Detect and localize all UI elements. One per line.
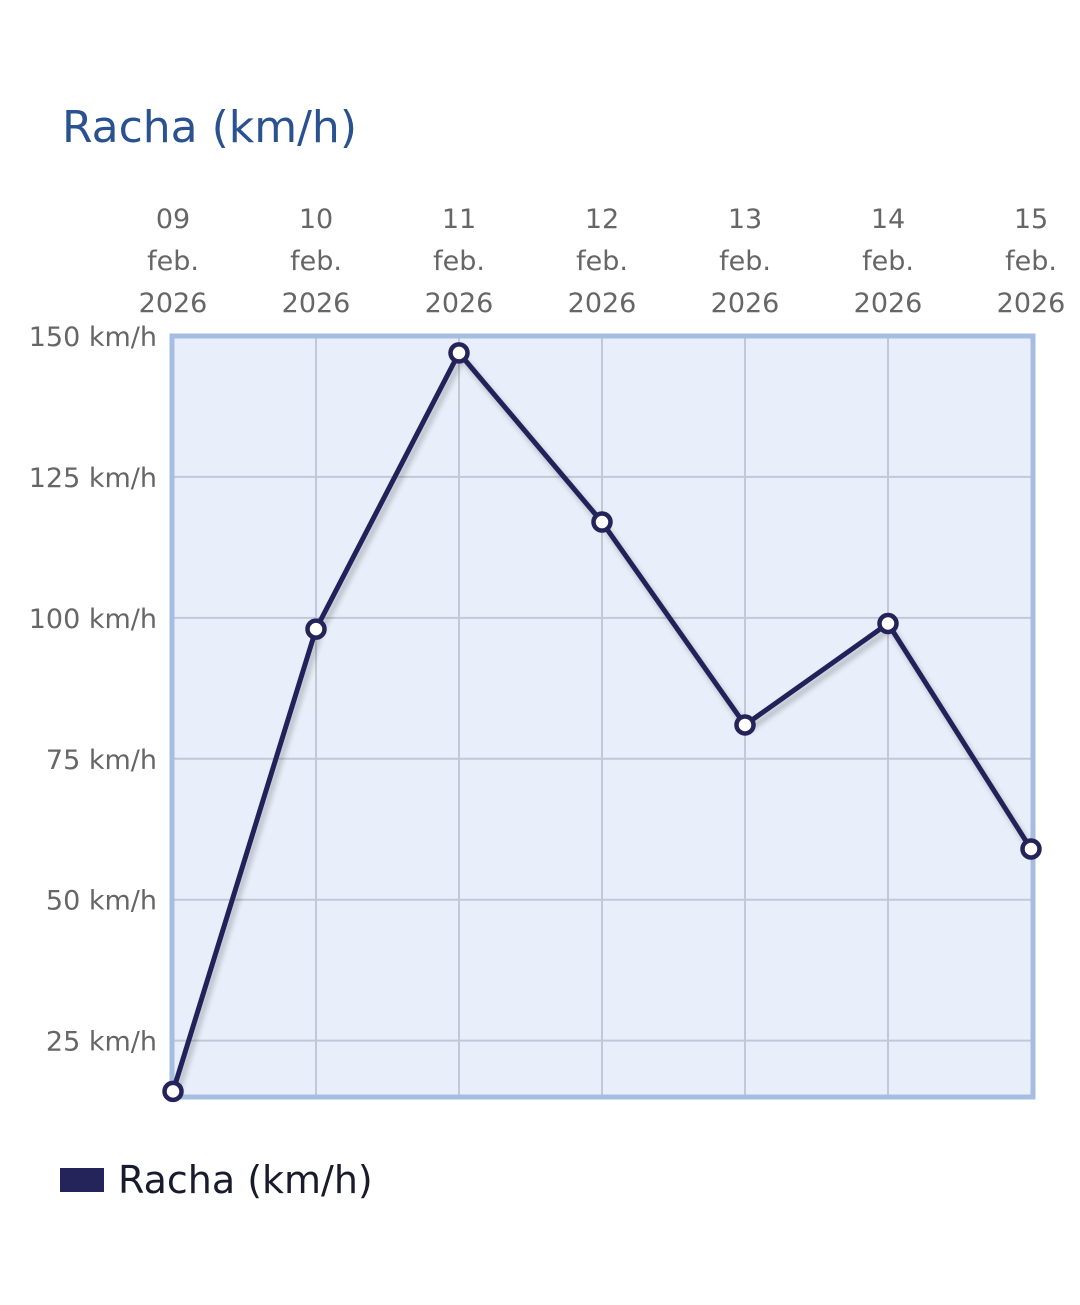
data-point — [734, 714, 756, 736]
y-tick-label: 75 km/h — [46, 745, 157, 776]
data-point — [877, 612, 899, 635]
x-tick-label-line: 2026 — [711, 288, 780, 319]
x-tick-label-line: feb. — [719, 246, 771, 277]
data-point — [305, 618, 327, 640]
data-point — [591, 511, 613, 533]
data-point — [448, 342, 470, 364]
legend: Racha (km/h) — [60, 1152, 373, 1208]
y-tick-label: 100 km/h — [29, 604, 157, 635]
y-tick-label: 25 km/h — [46, 1027, 157, 1058]
x-tick-label-line: 10 — [299, 204, 333, 235]
x-tick-label-line: feb. — [1005, 246, 1057, 277]
x-tick-label-line: 2026 — [282, 288, 351, 319]
x-tick-label: 14 feb. 2026 — [854, 204, 923, 319]
x-tick-label-line: 2026 — [997, 288, 1066, 319]
x-tick-label: 11 feb. 2026 — [425, 204, 494, 319]
x-tick-label-line: 2026 — [854, 288, 923, 319]
y-tick-label: 150 km/h — [29, 322, 157, 353]
x-tick-label-line: feb. — [576, 246, 628, 277]
data-point — [1020, 838, 1042, 860]
grid — [169, 333, 1036, 1100]
plot-border — [169, 333, 1036, 1100]
y-tick-label: 50 km/h — [46, 886, 157, 917]
y-tick-label: 125 km/h — [29, 463, 157, 494]
x-tick-label-line: feb. — [433, 246, 485, 277]
axis-labels: 09 feb. 2026 10 feb. 2026 11 feb. 2026 12 feb. 2026… — [29, 204, 1066, 1058]
x-tick-label: 09 feb. 2026 — [139, 204, 208, 319]
x-tick-label-line: feb. — [290, 246, 342, 277]
x-tick-label-line: 2026 — [139, 288, 208, 319]
x-tick-label-line: 14 — [871, 204, 905, 235]
x-tick-label: 13 feb. 2026 — [711, 204, 780, 319]
x-tick-label-line: 15 — [1014, 204, 1048, 235]
x-tick-label: 10 feb. 2026 — [282, 204, 351, 319]
legend-swatch — [60, 1168, 104, 1192]
x-tick-label-line: 12 — [585, 204, 619, 235]
x-tick-label-line: feb. — [147, 246, 199, 277]
data-point — [162, 1080, 184, 1103]
x-tick-label: 12 feb. 2026 — [568, 204, 637, 319]
x-tick-label-line: 2026 — [425, 288, 494, 319]
x-tick-label: 15 feb. 2026 — [997, 204, 1066, 319]
x-tick-label-line: 11 — [442, 204, 476, 235]
legend-label: Racha (km/h) — [118, 1158, 373, 1202]
x-tick-label-line: 13 — [728, 204, 762, 235]
series-layer — [162, 342, 1042, 1103]
x-tick-label-line: feb. — [862, 246, 914, 277]
chart-title: Racha (km/h) — [62, 102, 357, 153]
x-tick-label-line: 09 — [156, 204, 190, 235]
x-tick-label-line: 2026 — [568, 288, 637, 319]
